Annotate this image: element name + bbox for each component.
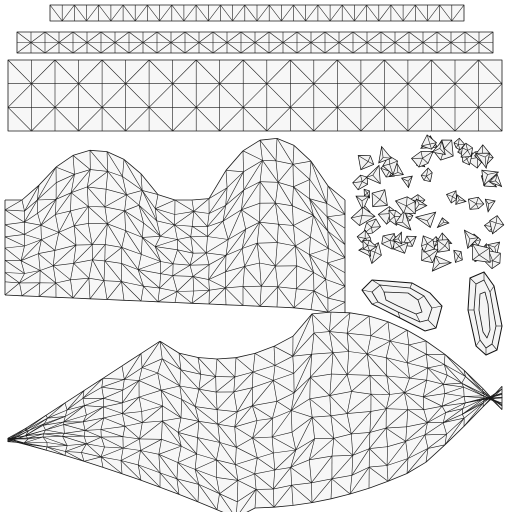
uv-island-strip-middle bbox=[16, 31, 494, 54]
uv-island-fragment-cluster bbox=[350, 134, 505, 272]
uv-island-gem-left bbox=[361, 279, 443, 332]
uv-island-gem-right bbox=[467, 271, 503, 356]
uv-island-saddle-upper bbox=[4, 138, 346, 315]
uv-island-saddle-lower bbox=[7, 311, 503, 512]
uv-island-strip-top bbox=[49, 4, 465, 22]
uv-island-strip-wide bbox=[7, 59, 503, 132]
